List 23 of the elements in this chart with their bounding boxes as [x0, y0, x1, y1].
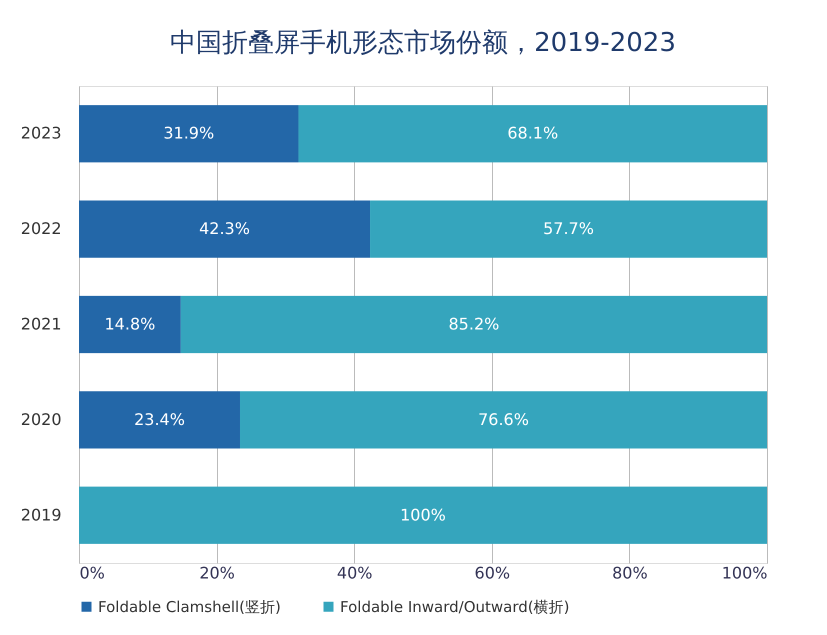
y-tick-label: 2023: [20, 124, 62, 143]
legend-label: Foldable Clamshell(竖折): [98, 598, 281, 616]
data-label: 31.9%: [163, 124, 214, 143]
data-label: 42.3%: [199, 219, 250, 238]
data-label: 14.8%: [104, 314, 156, 334]
legend-label: Foldable Inward/Outward(横折): [340, 598, 570, 616]
y-tick-label: 2021: [20, 314, 62, 334]
data-label: 76.6%: [478, 410, 529, 429]
x-tick-label: 100%: [722, 564, 768, 582]
y-tick-label: 2019: [20, 505, 62, 524]
x-tick-label: 0%: [80, 564, 105, 582]
data-label: 57.7%: [543, 219, 594, 238]
data-label: 100%: [400, 505, 446, 524]
chart-title: 中国折叠屏手机形态市场份额，2019-2023: [170, 28, 676, 58]
x-tick-label: 20%: [199, 564, 235, 582]
data-label: 68.1%: [507, 124, 558, 143]
data-label: 23.4%: [134, 410, 185, 429]
x-tick-label: 80%: [612, 564, 648, 582]
x-tick-label: 60%: [474, 564, 510, 582]
y-tick-label: 2020: [20, 410, 62, 429]
x-tick-label: 40%: [336, 564, 372, 582]
data-label: 85.2%: [448, 314, 500, 334]
y-tick-label: 2022: [20, 219, 62, 238]
